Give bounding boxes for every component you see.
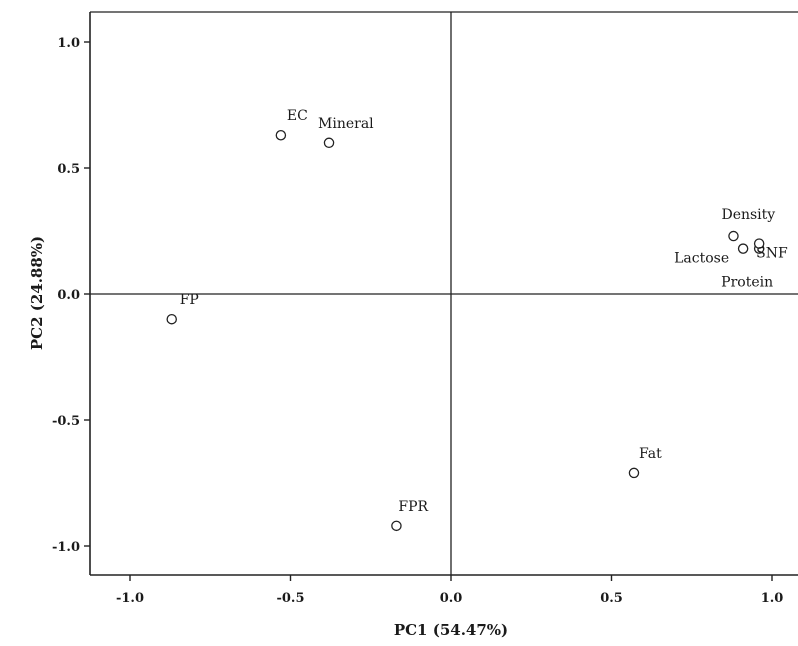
x-axis-title: PC1 (54.47%) [394, 621, 508, 639]
point-label-fp: FP [180, 292, 199, 308]
y-tick-label: 1.0 [57, 36, 80, 51]
data-point-mineral [323, 137, 335, 149]
data-point-density [728, 230, 739, 242]
data-point-fat [628, 467, 640, 479]
x-tick-label: 0.0 [440, 591, 463, 606]
x-tick-label: 0.5 [600, 591, 623, 606]
data-point-protein [753, 238, 765, 249]
point-label-density: Density [721, 207, 775, 223]
x-tick-label: 1.0 [761, 591, 784, 606]
data-point-fp [166, 313, 177, 325]
data-point-ec [275, 129, 287, 141]
y-tick-label: 0.0 [57, 288, 80, 303]
point-label-fpr: FPR [398, 499, 428, 515]
data-points [166, 129, 765, 532]
y-axis-title: PC2 (24.88%) [28, 236, 46, 350]
y-tick-label: 0.5 [57, 162, 80, 177]
data-point-fpr [391, 520, 402, 532]
x-axis-ticks: -1.0 -0.5 0.0 0.5 1.0 [116, 575, 783, 606]
data-point-lactose [737, 243, 749, 254]
point-labels: EC Mineral FP FPR Fat Density Lactose SNF Protei… [180, 108, 788, 515]
x-tick-label: -0.5 [276, 591, 304, 606]
point-label-fat: Fat [639, 446, 662, 462]
x-tick-label: -1.0 [116, 591, 144, 606]
point-label-snf: SNF [756, 246, 788, 262]
point-label-mineral: Mineral [318, 116, 374, 132]
point-label-lactose: Lactose [674, 251, 729, 267]
y-tick-label: -1.0 [52, 540, 80, 555]
y-axis-ticks: 1.0 0.5 0.0 -0.5 -1.0 [52, 36, 90, 555]
reference-lines [90, 12, 798, 575]
y-tick-label: -0.5 [52, 414, 80, 429]
point-label-protein: Protein [721, 275, 773, 291]
point-label-ec: EC [287, 108, 308, 124]
